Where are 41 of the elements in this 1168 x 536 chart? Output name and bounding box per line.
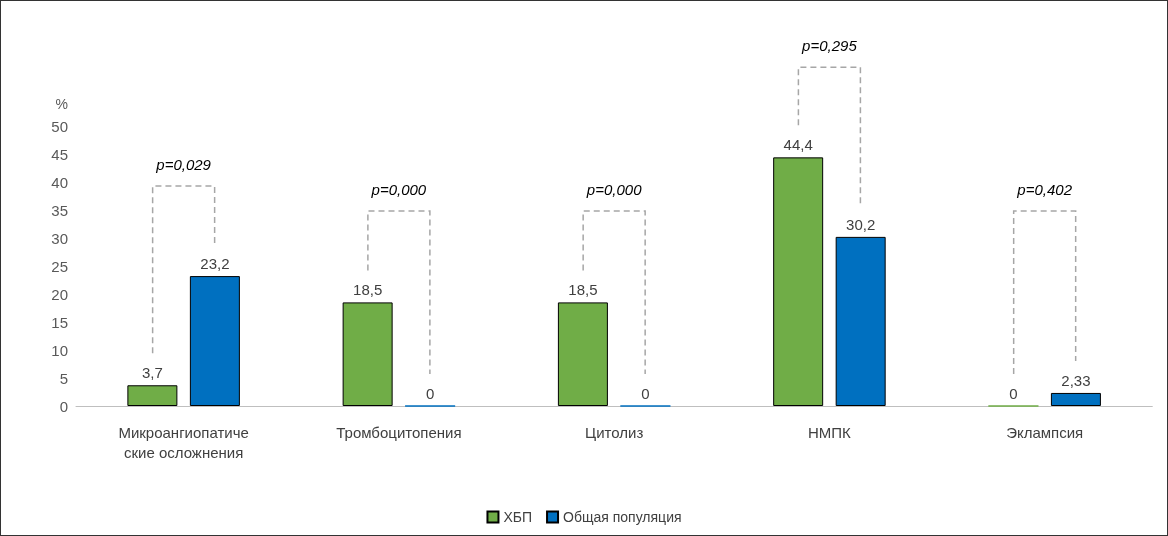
data-label: 0 bbox=[425, 384, 435, 402]
bar bbox=[557, 302, 608, 406]
data-label: 18,5 bbox=[568, 281, 598, 299]
y-tick-label: 40 bbox=[51, 173, 68, 191]
data-label: 2,33 bbox=[1061, 371, 1091, 389]
data-label: 0 bbox=[641, 384, 650, 402]
annotation: p=0,000 bbox=[585, 181, 643, 198]
y-tick-label: 45 bbox=[51, 145, 68, 163]
y-tick-label: 50 bbox=[51, 117, 68, 135]
data-label: 30,2 bbox=[846, 215, 876, 233]
annotation: p=0,029 bbox=[155, 156, 212, 174]
data-label: 23,2 bbox=[200, 255, 230, 273]
y-tick-label: 5 bbox=[59, 369, 68, 387]
x-tick-label: НМПК bbox=[807, 423, 852, 441]
bar bbox=[1050, 392, 1101, 406]
y-tick-label: 15 bbox=[51, 313, 68, 331]
data-label: 18,5 bbox=[353, 281, 383, 299]
legend-label: ХБП bbox=[503, 509, 533, 525]
x-tick-label: Эклампсия bbox=[1006, 423, 1084, 441]
data-label: 0 bbox=[1009, 384, 1018, 402]
bar bbox=[835, 236, 886, 406]
y-tick-label: 30 bbox=[51, 229, 68, 247]
annotation: p=0,402 bbox=[1016, 181, 1073, 198]
bar bbox=[773, 157, 824, 406]
x-tick-label: Микроангиопатические осложнения bbox=[118, 423, 249, 461]
text: p=0,295 bbox=[801, 37, 858, 55]
y-tick-label: 35 bbox=[51, 201, 68, 219]
x-tick-label: Тромбоцитопения bbox=[336, 423, 462, 441]
data-label: 3,7 bbox=[141, 364, 163, 382]
bar bbox=[342, 302, 393, 406]
y-tick-label: 20 bbox=[51, 285, 68, 303]
x-tick-label: Цитолиз bbox=[585, 423, 644, 441]
y-axis-title: % bbox=[55, 96, 68, 112]
annotation: p=0,000 bbox=[370, 181, 427, 198]
bar bbox=[127, 385, 178, 406]
y-tick-label: 0 bbox=[59, 397, 68, 415]
bar bbox=[189, 276, 240, 406]
data-label: 44,4 bbox=[783, 136, 813, 154]
y-tick-label: 10 bbox=[51, 341, 68, 359]
legend-label: Общая популяция bbox=[563, 509, 682, 525]
y-tick-label: 25 bbox=[51, 257, 68, 275]
